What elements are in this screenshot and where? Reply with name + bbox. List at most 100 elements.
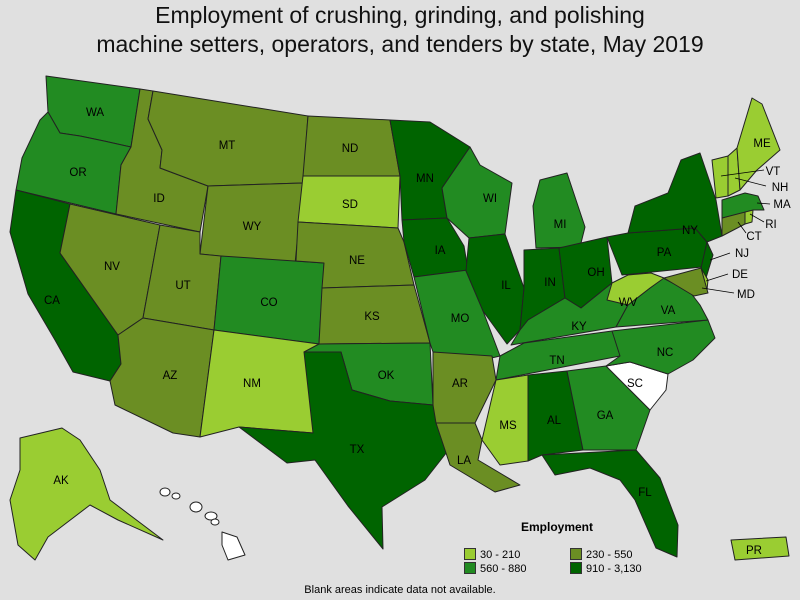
state-label-ia: IA [435,245,446,257]
state-label-mi: MI [554,219,567,231]
legend-label: 230 - 550 [586,549,633,561]
legend-label: 560 - 880 [480,563,527,575]
state-label-ky: KY [571,321,587,333]
state-label-nd: ND [342,143,359,155]
state-label-al: AL [547,415,562,427]
legend: Employment 30 - 210 230 - 550 560 - 880 … [464,520,704,580]
state-tx[interactable] [238,351,448,550]
state-wi[interactable] [441,146,513,239]
state-ms[interactable] [481,374,529,466]
state-label-pr: PR [746,545,762,557]
legend-item-4: 910 - 3,130 [570,562,642,575]
state-nh-leader-line [734,177,767,187]
state-label-il: IL [501,280,511,292]
legend-item-1: 30 - 210 [464,548,520,561]
state-md-leader-line [701,287,735,294]
state-label-ga: GA [597,410,614,422]
legend-swatch [570,548,582,560]
footnote: Blank areas indicate data not available. [304,584,496,596]
state-ak[interactable] [9,427,164,561]
state-label-id: ID [153,193,165,205]
state-wv[interactable] [606,272,665,306]
state-label-nc: NC [657,347,674,359]
state-al[interactable] [527,370,584,462]
legend-title: Employment [521,520,594,534]
state-label-wa: WA [86,107,104,119]
state-hi[interactable] [221,531,246,561]
legend-label: 910 - 3,130 [586,563,642,575]
state-vt[interactable] [711,155,729,199]
state-label-az: AZ [163,370,178,382]
legend-item-3: 560 - 880 [464,562,526,575]
hawaii-island [210,518,220,526]
state-label-pa: PA [657,247,672,259]
state-label-va: VA [661,305,676,317]
state-label-nv: NV [104,261,120,273]
state-nc[interactable] [605,319,716,375]
hawaii-island [189,501,203,513]
state-ri-leader-line [749,213,765,223]
state-label-de: DE [732,269,748,281]
state-me[interactable] [736,97,781,191]
state-de-leader-line [705,273,729,282]
state-label-ms: MS [499,420,517,432]
state-ma-leader-line [756,202,771,205]
state-label-tn: TN [549,355,564,367]
state-mt[interactable] [147,90,309,187]
state-label-co: CO [260,297,277,309]
state-il[interactable] [465,233,525,345]
state-label-la: LA [457,455,471,467]
state-nj-leader-line [709,252,731,261]
state-label-nj: NJ [735,248,749,260]
state-label-ri: RI [765,219,777,231]
state-label-ar: AR [452,378,468,390]
legend-swatch [464,548,476,560]
state-label-ne: NE [349,255,365,267]
state-label-mn: MN [416,173,434,185]
state-mi[interactable] [532,172,586,249]
state-md[interactable] [663,267,709,297]
legend-item-2: 230 - 550 [570,548,632,561]
map-title-line-2: machine setters, operators, and tenders … [96,31,704,57]
state-label-ny: NY [682,225,698,237]
hawaii-island [159,487,171,497]
state-label-ok: OK [378,370,395,382]
map-title-line-1: Employment of crushing, grinding, and po… [155,2,645,28]
state-pr[interactable] [730,536,790,561]
hawaii-island [171,492,181,500]
state-label-vt: VT [766,166,781,178]
state-ga[interactable] [566,365,651,451]
state-ny[interactable] [627,152,723,243]
state-label-tx: TX [350,444,365,456]
state-label-ut: UT [175,280,190,292]
state-label-mo: MO [451,313,470,325]
state-label-wv: WV [619,297,638,309]
state-label-ks: KS [364,311,380,323]
state-label-nh: NH [772,182,789,194]
state-label-sc: SC [627,378,643,390]
state-ct-leader-line [737,221,747,234]
state-label-nm: NM [243,378,261,390]
state-ma[interactable] [721,192,765,219]
state-label-ct: CT [746,231,761,243]
state-label-wy: WY [243,221,262,233]
state-label-or: OR [69,167,86,179]
state-label-ak: AK [53,475,69,487]
legend-swatch [464,562,476,574]
state-la[interactable] [435,422,521,493]
legend-label: 30 - 210 [480,549,521,561]
state-label-ma: MA [773,199,791,211]
state-label-fl: FL [638,487,652,499]
state-label-wi: WI [483,193,497,205]
state-label-ca: CA [44,295,60,307]
state-label-in: IN [544,277,556,289]
hawaii-island [204,511,218,521]
state-vt-leader-line [720,169,765,177]
legend-swatch [570,562,582,574]
state-label-mt: MT [219,140,236,152]
map-title: Employment of crushing, grinding, and po… [0,1,800,59]
state-label-md: MD [737,289,755,301]
state-fl[interactable] [541,449,679,558]
state-label-sd: SD [342,199,358,211]
